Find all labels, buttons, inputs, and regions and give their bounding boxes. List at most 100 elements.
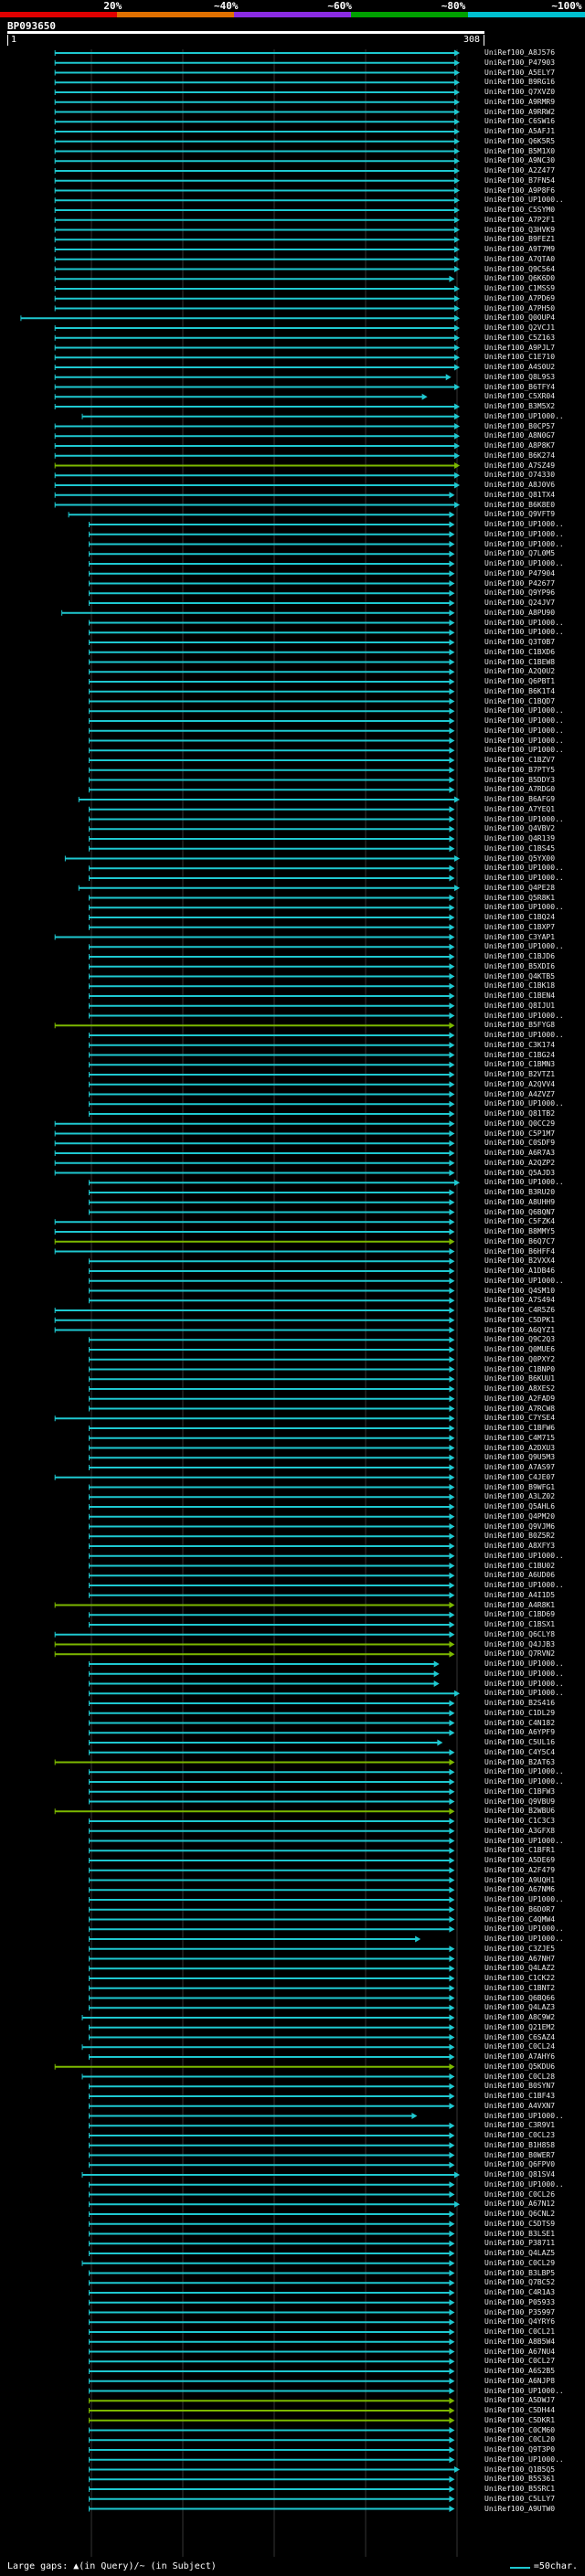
hit-bar[interactable] <box>54 482 461 489</box>
hit-bar[interactable] <box>88 1828 455 1835</box>
hit-bar[interactable] <box>88 1572 455 1579</box>
hit-label[interactable]: UniRef100_B0CP57 <box>484 421 556 430</box>
hit-bar[interactable] <box>88 2132 455 2139</box>
hit-label[interactable]: UniRef100_B5FYG8 <box>484 1021 556 1030</box>
hit-bar[interactable] <box>88 2397 455 2404</box>
hit-label[interactable]: UniRef100_UP1000.. <box>484 1551 564 1560</box>
hit-bar[interactable] <box>88 1749 455 1756</box>
hit-label[interactable]: UniRef100_A4I1D5 <box>484 1590 556 1599</box>
hit-label[interactable]: UniRef100_A2F479 <box>484 1865 556 1874</box>
hit-label[interactable]: UniRef100_UP1000.. <box>484 716 564 725</box>
hit-label[interactable]: UniRef100_C7YSE4 <box>484 1414 556 1423</box>
hit-label[interactable]: UniRef100_C1BEW8 <box>484 657 556 666</box>
hit-label[interactable]: UniRef100_C4R5Z6 <box>484 1306 556 1314</box>
hit-bar[interactable] <box>88 599 455 607</box>
hit-bar[interactable] <box>88 1660 440 1668</box>
hit-bar[interactable] <box>88 1818 455 1825</box>
hit-label[interactable]: UniRef100_Q8L9S3 <box>484 372 556 381</box>
hit-bar[interactable] <box>88 2113 418 2119</box>
hit-label[interactable]: UniRef100_A7SZ49 <box>484 461 556 470</box>
hit-bar[interactable] <box>54 79 461 86</box>
hit-bar[interactable] <box>88 2309 455 2316</box>
hit-bar[interactable] <box>88 1071 455 1078</box>
hit-label[interactable]: UniRef100_C1BFW6 <box>484 1424 556 1432</box>
hit-bar[interactable] <box>88 2093 455 2100</box>
hit-label[interactable]: UniRef100_Q6K6D0 <box>484 274 556 283</box>
hit-bar[interactable] <box>88 2289 455 2296</box>
hit-label[interactable]: UniRef100_Q4JJB3 <box>484 1639 556 1648</box>
hit-label[interactable]: UniRef100_A7YEQ1 <box>484 804 556 813</box>
hit-label[interactable]: UniRef100_C1BZV7 <box>484 756 556 764</box>
hit-bar[interactable] <box>54 1415 455 1422</box>
hit-label[interactable]: UniRef100_UP1000.. <box>484 559 564 567</box>
hit-label[interactable]: UniRef100_C4N182 <box>484 1718 556 1727</box>
hit-label[interactable]: UniRef100_A7RCW8 <box>484 1404 556 1413</box>
hit-bar[interactable] <box>88 1425 455 1432</box>
hit-bar[interactable] <box>54 1317 455 1324</box>
hit-bar[interactable] <box>78 796 461 803</box>
hit-label[interactable]: UniRef100_A1DB46 <box>484 1267 556 1275</box>
hit-bar[interactable] <box>88 1209 455 1215</box>
hit-bar[interactable] <box>54 177 461 185</box>
hit-bar[interactable] <box>88 2475 455 2483</box>
hit-bar[interactable] <box>88 2270 455 2276</box>
hit-label[interactable]: UniRef100_UP1000.. <box>484 1895 564 1903</box>
hit-bar[interactable] <box>88 904 455 911</box>
hit-label[interactable]: UniRef100_Q4YRY6 <box>484 2317 556 2327</box>
hit-label[interactable]: UniRef100_Q9YP96 <box>484 588 556 598</box>
hit-bar[interactable] <box>88 678 455 685</box>
hit-bar[interactable] <box>54 246 461 253</box>
hit-bar[interactable] <box>54 393 428 400</box>
hit-label[interactable]: UniRef100_P47903 <box>484 58 556 67</box>
hit-bar[interactable] <box>88 2053 455 2061</box>
hit-label[interactable]: UniRef100_UP1000.. <box>484 2386 564 2395</box>
hit-bar[interactable] <box>54 1602 455 1608</box>
hit-label[interactable]: UniRef100_C1BK18 <box>484 981 556 991</box>
hit-label[interactable]: UniRef100_A5DE69 <box>484 1856 556 1864</box>
hit-label[interactable]: UniRef100_UP1000.. <box>484 814 564 823</box>
hit-bar[interactable] <box>88 2231 455 2237</box>
hit-bar[interactable] <box>54 128 461 135</box>
hit-label[interactable]: UniRef100_C4M715 <box>484 1433 556 1442</box>
hit-label[interactable]: UniRef100_C1C3C3 <box>484 1817 556 1825</box>
hit-label[interactable]: UniRef100_C1DL29 <box>484 1708 556 1717</box>
hit-label[interactable]: UniRef100_Q7L0M5 <box>484 549 556 558</box>
hit-label[interactable]: UniRef100_A4R8K1 <box>484 1600 556 1609</box>
hit-label[interactable]: UniRef100_P47904 <box>484 568 556 578</box>
hit-label[interactable]: UniRef100_C1BXD6 <box>484 647 556 656</box>
hit-bar[interactable] <box>88 580 455 587</box>
hit-bar[interactable] <box>88 1690 461 1697</box>
hit-bar[interactable] <box>54 275 455 282</box>
hit-label[interactable]: UniRef100_C1BXP7 <box>484 922 556 931</box>
hit-bar[interactable] <box>88 1336 455 1343</box>
hit-bar[interactable] <box>88 717 455 725</box>
hit-bar[interactable] <box>88 1435 455 1442</box>
hit-bar[interactable] <box>88 835 455 843</box>
hit-bar[interactable] <box>88 1267 455 1275</box>
hit-bar[interactable] <box>88 1906 455 1913</box>
hit-label[interactable]: UniRef100_Q4SM10 <box>484 1286 556 1295</box>
hit-bar[interactable] <box>54 217 461 224</box>
hit-bar[interactable] <box>88 2407 455 2414</box>
hit-label[interactable]: UniRef100_A7P2F1 <box>484 215 556 224</box>
hit-bar[interactable] <box>88 1945 455 1953</box>
hit-label[interactable]: UniRef100_Q6CLY8 <box>484 1629 556 1638</box>
hit-label[interactable]: UniRef100_Q4R139 <box>484 834 556 843</box>
hit-label[interactable]: UniRef100_UP1000.. <box>484 942 564 951</box>
hit-bar[interactable] <box>54 99 461 106</box>
hit-bar[interactable] <box>88 875 455 882</box>
hit-label[interactable]: UniRef100_B5SRC1 <box>484 2485 556 2493</box>
hit-label[interactable]: UniRef100_A4S0U2 <box>484 363 556 371</box>
hit-bar[interactable] <box>88 1935 421 1943</box>
hit-label[interactable]: UniRef100_A5AFJ1 <box>484 127 556 135</box>
hit-bar[interactable] <box>54 196 461 204</box>
hit-label[interactable]: UniRef100_A8XES2 <box>484 1384 556 1393</box>
hit-bar[interactable] <box>88 521 455 528</box>
hit-bar[interactable] <box>88 2466 461 2473</box>
hit-bar[interactable] <box>54 1248 455 1255</box>
hit-bar[interactable] <box>54 1759 455 1765</box>
hit-label[interactable]: UniRef100_B0SYN7 <box>484 2082 556 2091</box>
hit-label[interactable]: UniRef100_B1H858 <box>484 2140 556 2149</box>
hit-bar[interactable] <box>54 285 461 292</box>
hit-label[interactable]: UniRef100_O74330 <box>484 471 556 480</box>
